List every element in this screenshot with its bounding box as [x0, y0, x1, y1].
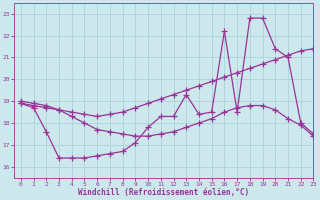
- X-axis label: Windchill (Refroidissement éolien,°C): Windchill (Refroidissement éolien,°C): [78, 188, 250, 197]
